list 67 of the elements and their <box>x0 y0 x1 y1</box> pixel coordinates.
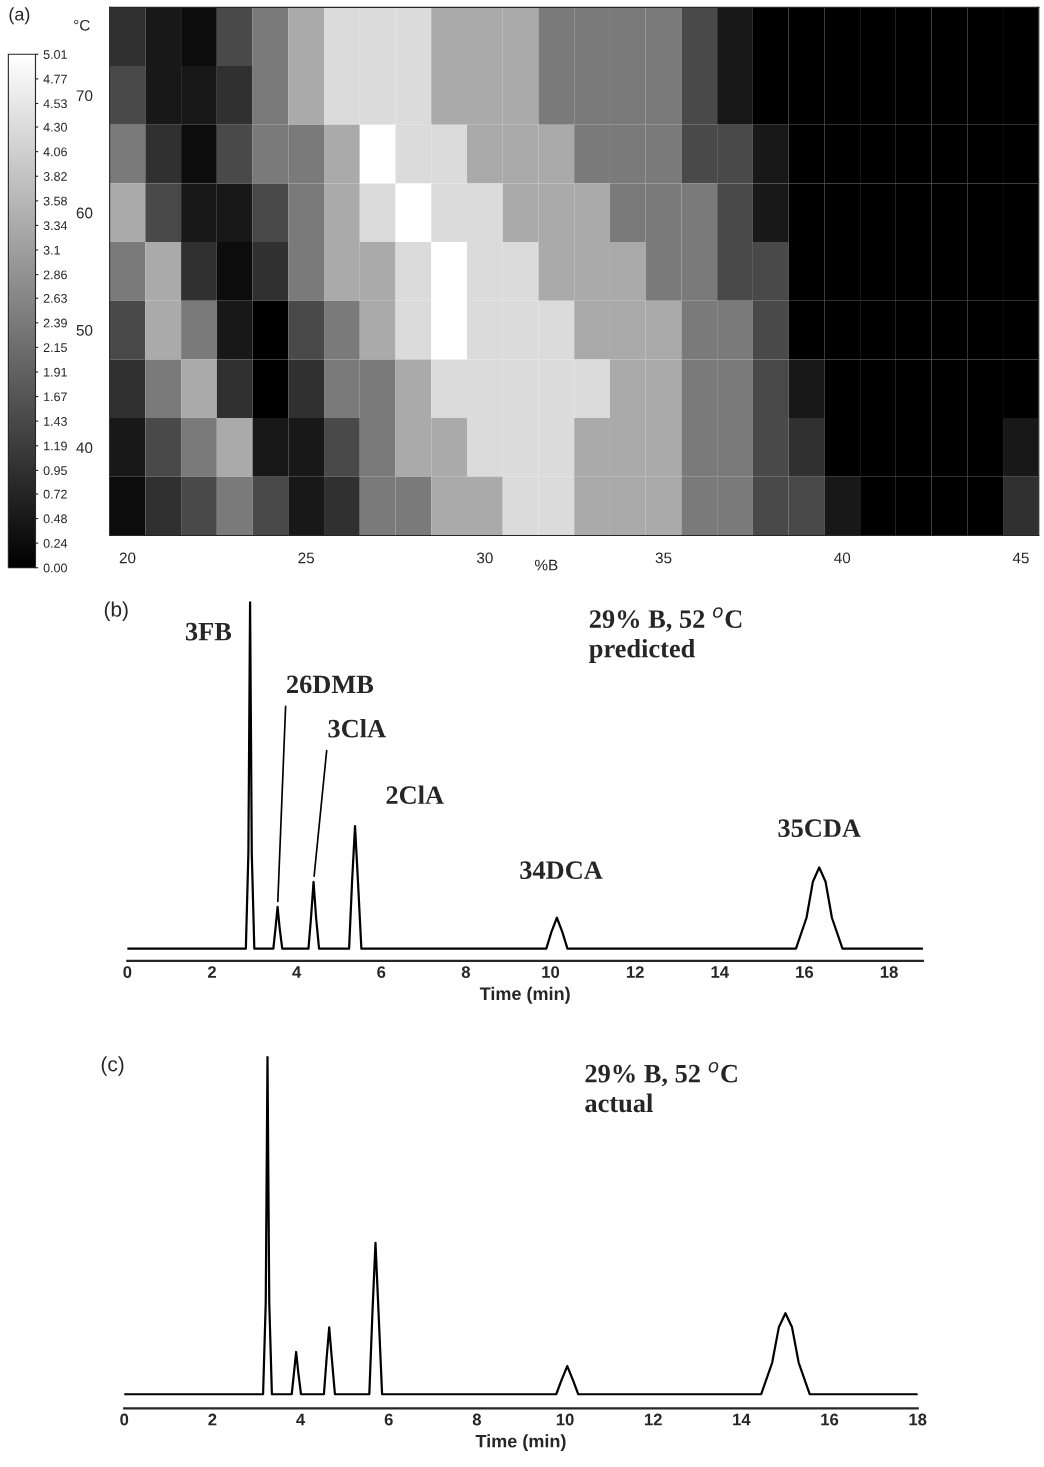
y-tick-label: 70 <box>76 90 93 102</box>
annotation: 3FB <box>185 622 232 641</box>
color-bar-label: 3.1 <box>43 245 60 255</box>
color-bar-label: 1.19 <box>44 441 67 451</box>
y-tick-label: 60 <box>76 207 93 219</box>
color-bar-label: 0.48 <box>43 514 67 524</box>
color-bar-label: 0.72 <box>43 489 67 499</box>
x-tick-label: 12 <box>626 966 644 978</box>
x-tick-label: 10 <box>542 966 560 978</box>
x-axis-title: Time (min) <box>475 1434 566 1452</box>
color-bar-label: 0.00 <box>43 563 67 573</box>
x-tick-label: 16 <box>821 1413 839 1426</box>
color-bar-label: 2.63 <box>43 293 67 303</box>
x-axis-title: Time (min) <box>479 986 570 1004</box>
text: 29% B, 52 $^{o}$C actual <box>585 1061 737 1113</box>
x-tick-label: 20 <box>119 552 136 564</box>
color-bar-label: 1.43 <box>44 416 67 426</box>
color-bar-label: 5.01 <box>43 50 67 59</box>
color-bar-label: 2.39 <box>43 318 67 328</box>
annotation: 35CDA <box>778 819 861 838</box>
x-tick-label: 8 <box>472 1413 481 1426</box>
x-tick-label: 14 <box>711 966 729 978</box>
x-tick-label: 2 <box>207 966 216 978</box>
color-bar-label: 2.86 <box>43 270 67 280</box>
x-tick-label: 18 <box>880 966 898 978</box>
y-tick-label: 50 <box>76 324 93 336</box>
annotation: 34DCA <box>520 861 603 880</box>
annotation: 26DMB <box>287 675 374 694</box>
y-tick-label: 40 <box>76 442 93 454</box>
x-tick-label: 8 <box>461 966 471 978</box>
color-bar-label: 3.34 <box>43 221 68 231</box>
annotation: 3ClA <box>328 718 386 738</box>
x-tick-label: 45 <box>1012 552 1029 564</box>
x-tick-label: 4 <box>296 1413 306 1426</box>
x-tick-label: 4 <box>292 966 302 978</box>
color-bar-label: 4.06 <box>43 147 67 157</box>
x-tick-label: 40 <box>834 552 851 564</box>
x-axis-title: %B <box>534 559 558 571</box>
x-tick-label: 35 <box>655 552 672 564</box>
y-axis-title: °C <box>74 19 90 31</box>
color-bar-label: 2.15 <box>43 343 67 353</box>
x-tick-label: 30 <box>476 552 493 564</box>
color-bar-label: 0.24 <box>43 538 68 548</box>
x-tick-label: 14 <box>733 1413 751 1426</box>
x-tick-label: 6 <box>377 966 386 978</box>
color-bar-label: 4.53 <box>43 99 67 109</box>
color-bar-label: 0.95 <box>43 466 67 476</box>
color-bar-label: 4.77 <box>43 74 67 84</box>
color-bar-label: 1.67 <box>44 392 67 402</box>
chart-title: (b) <box>104 601 128 621</box>
x-tick-label: 0 <box>123 966 132 978</box>
color-bar-label: 4.30 <box>43 122 67 132</box>
x-tick-label: 6 <box>384 1413 393 1426</box>
x-tick-label: 10 <box>556 1413 574 1426</box>
x-tick-label: 25 <box>298 552 315 564</box>
x-tick-label: 12 <box>644 1413 662 1426</box>
color-bar-label: 3.82 <box>43 172 67 181</box>
x-tick-label: 2 <box>208 1413 217 1426</box>
chart-title: (c) <box>101 1056 124 1076</box>
x-tick-label: 18 <box>909 1413 927 1426</box>
color-bar-label: 1.91 <box>44 367 67 377</box>
x-tick-label: 16 <box>796 966 814 978</box>
color-bar-label: 3.58 <box>43 196 67 206</box>
annotation: 2ClA <box>386 785 444 805</box>
chart-title: (a) <box>9 7 30 25</box>
text: 29% B, 52 $^{o}$C predicted <box>589 607 742 663</box>
x-tick-label: 0 <box>120 1413 129 1426</box>
